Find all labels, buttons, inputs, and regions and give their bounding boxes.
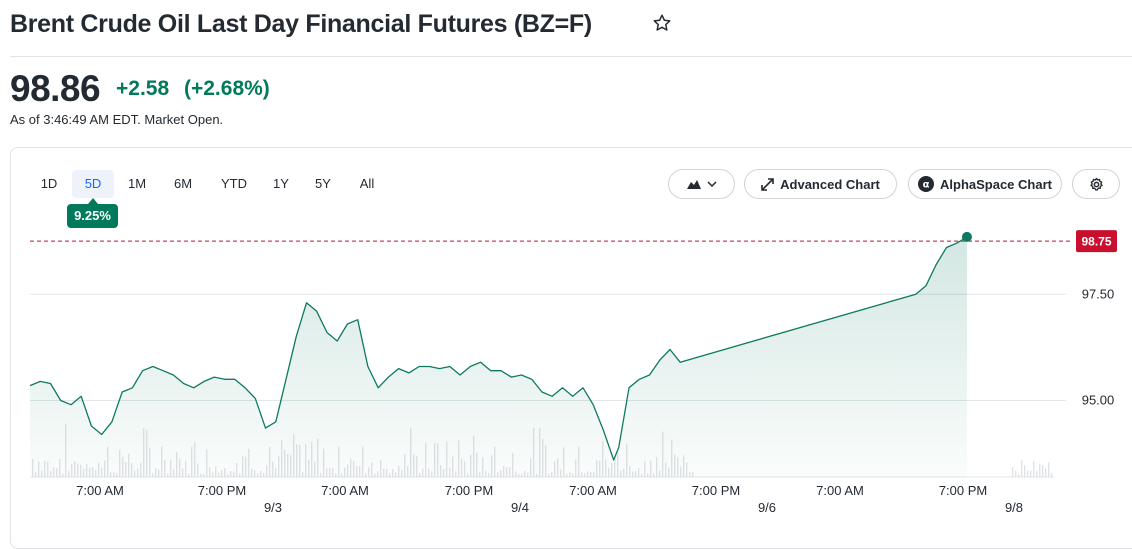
volume-bar [1021,460,1023,477]
volume-bar [1015,470,1017,477]
performance-badge: 9.25% [67,204,118,228]
chart-settings-button[interactable] [1072,169,1120,199]
day-label: 9/8 [1005,500,1023,515]
price-change-percent: (+2.68%) [184,77,270,100]
y-tick-label: 97.50 [1082,286,1115,301]
x-tick-label: 7:00 PM [939,483,987,498]
last-price-tag-label: 98.75 [1081,235,1111,249]
day-label: 9/4 [511,500,529,515]
range-tab-5d[interactable]: 5D [72,170,114,198]
svg-text:α: α [923,180,930,191]
performance-badge-pointer [88,198,98,204]
current-price: 98.86 [10,68,101,109]
volume-bar [1027,470,1029,477]
chevron-down-icon [706,181,717,187]
range-tab-1y[interactable]: 1Y [273,176,289,191]
volume-bar [1036,470,1038,477]
volume-bar [1045,468,1047,477]
day-label: 9/6 [758,500,776,515]
price-area-fill [30,236,967,477]
alphaspace-chart-label: AlphaSpace Chart [940,176,1052,192]
volume-bar [1039,463,1041,477]
alphaspace-chart-button[interactable]: α AlphaSpace Chart [908,169,1062,199]
x-tick-label: 7:00 AM [816,483,864,498]
volume-bar [1024,465,1026,477]
range-tab-1m[interactable]: 1M [127,176,147,191]
day-label: 9/3 [264,500,282,515]
header-divider [10,56,1132,57]
volume-bar [1051,472,1053,477]
range-tab-5y[interactable]: 5Y [315,176,331,191]
star-icon[interactable] [651,12,673,34]
range-tab-6m[interactable]: 6M [173,176,193,191]
range-tab-all[interactable]: All [359,176,375,191]
mountain-chart-icon [686,180,701,189]
x-tick-label: 7:00 AM [569,483,617,498]
gear-icon [1089,177,1103,191]
last-price-dot [961,231,972,242]
advanced-chart-label: Advanced Chart [780,176,880,192]
volume-bar [1030,470,1032,477]
volume-bar [1012,466,1014,477]
range-tab-ytd[interactable]: YTD [221,176,247,191]
alphaspace-logo-icon: α [918,176,934,192]
advanced-chart-button[interactable]: Advanced Chart [744,169,897,199]
range-tab-1d[interactable]: 1D [40,176,58,191]
x-tick-label: 7:00 PM [445,483,493,498]
expand-icon [761,177,774,191]
last-price-tag [1076,230,1117,253]
page-title: Brent Crude Oil Last Day Financial Futur… [10,10,592,38]
x-tick-label: 7:00 AM [76,483,124,498]
y-tick-label: 95.00 [1082,393,1115,408]
quote-timestamp: As of 3:46:49 AM EDT. Market Open. [10,112,224,127]
volume-bar [1018,473,1020,477]
price-change: +2.58 [116,77,170,100]
volume-bar [1033,460,1035,477]
x-tick-label: 7:00 PM [198,483,246,498]
chart-type-button[interactable] [668,169,735,199]
price-line [29,236,968,461]
x-tick-label: 7:00 AM [321,483,369,498]
x-tick-label: 7:00 PM [692,483,740,498]
price-chart: 95.00 97.50 98.75 7:00 AM 7:00 PM 7:00 AM 7:00… [29,230,1117,515]
volume-bar [1042,465,1044,477]
volume-bar [1048,462,1050,477]
